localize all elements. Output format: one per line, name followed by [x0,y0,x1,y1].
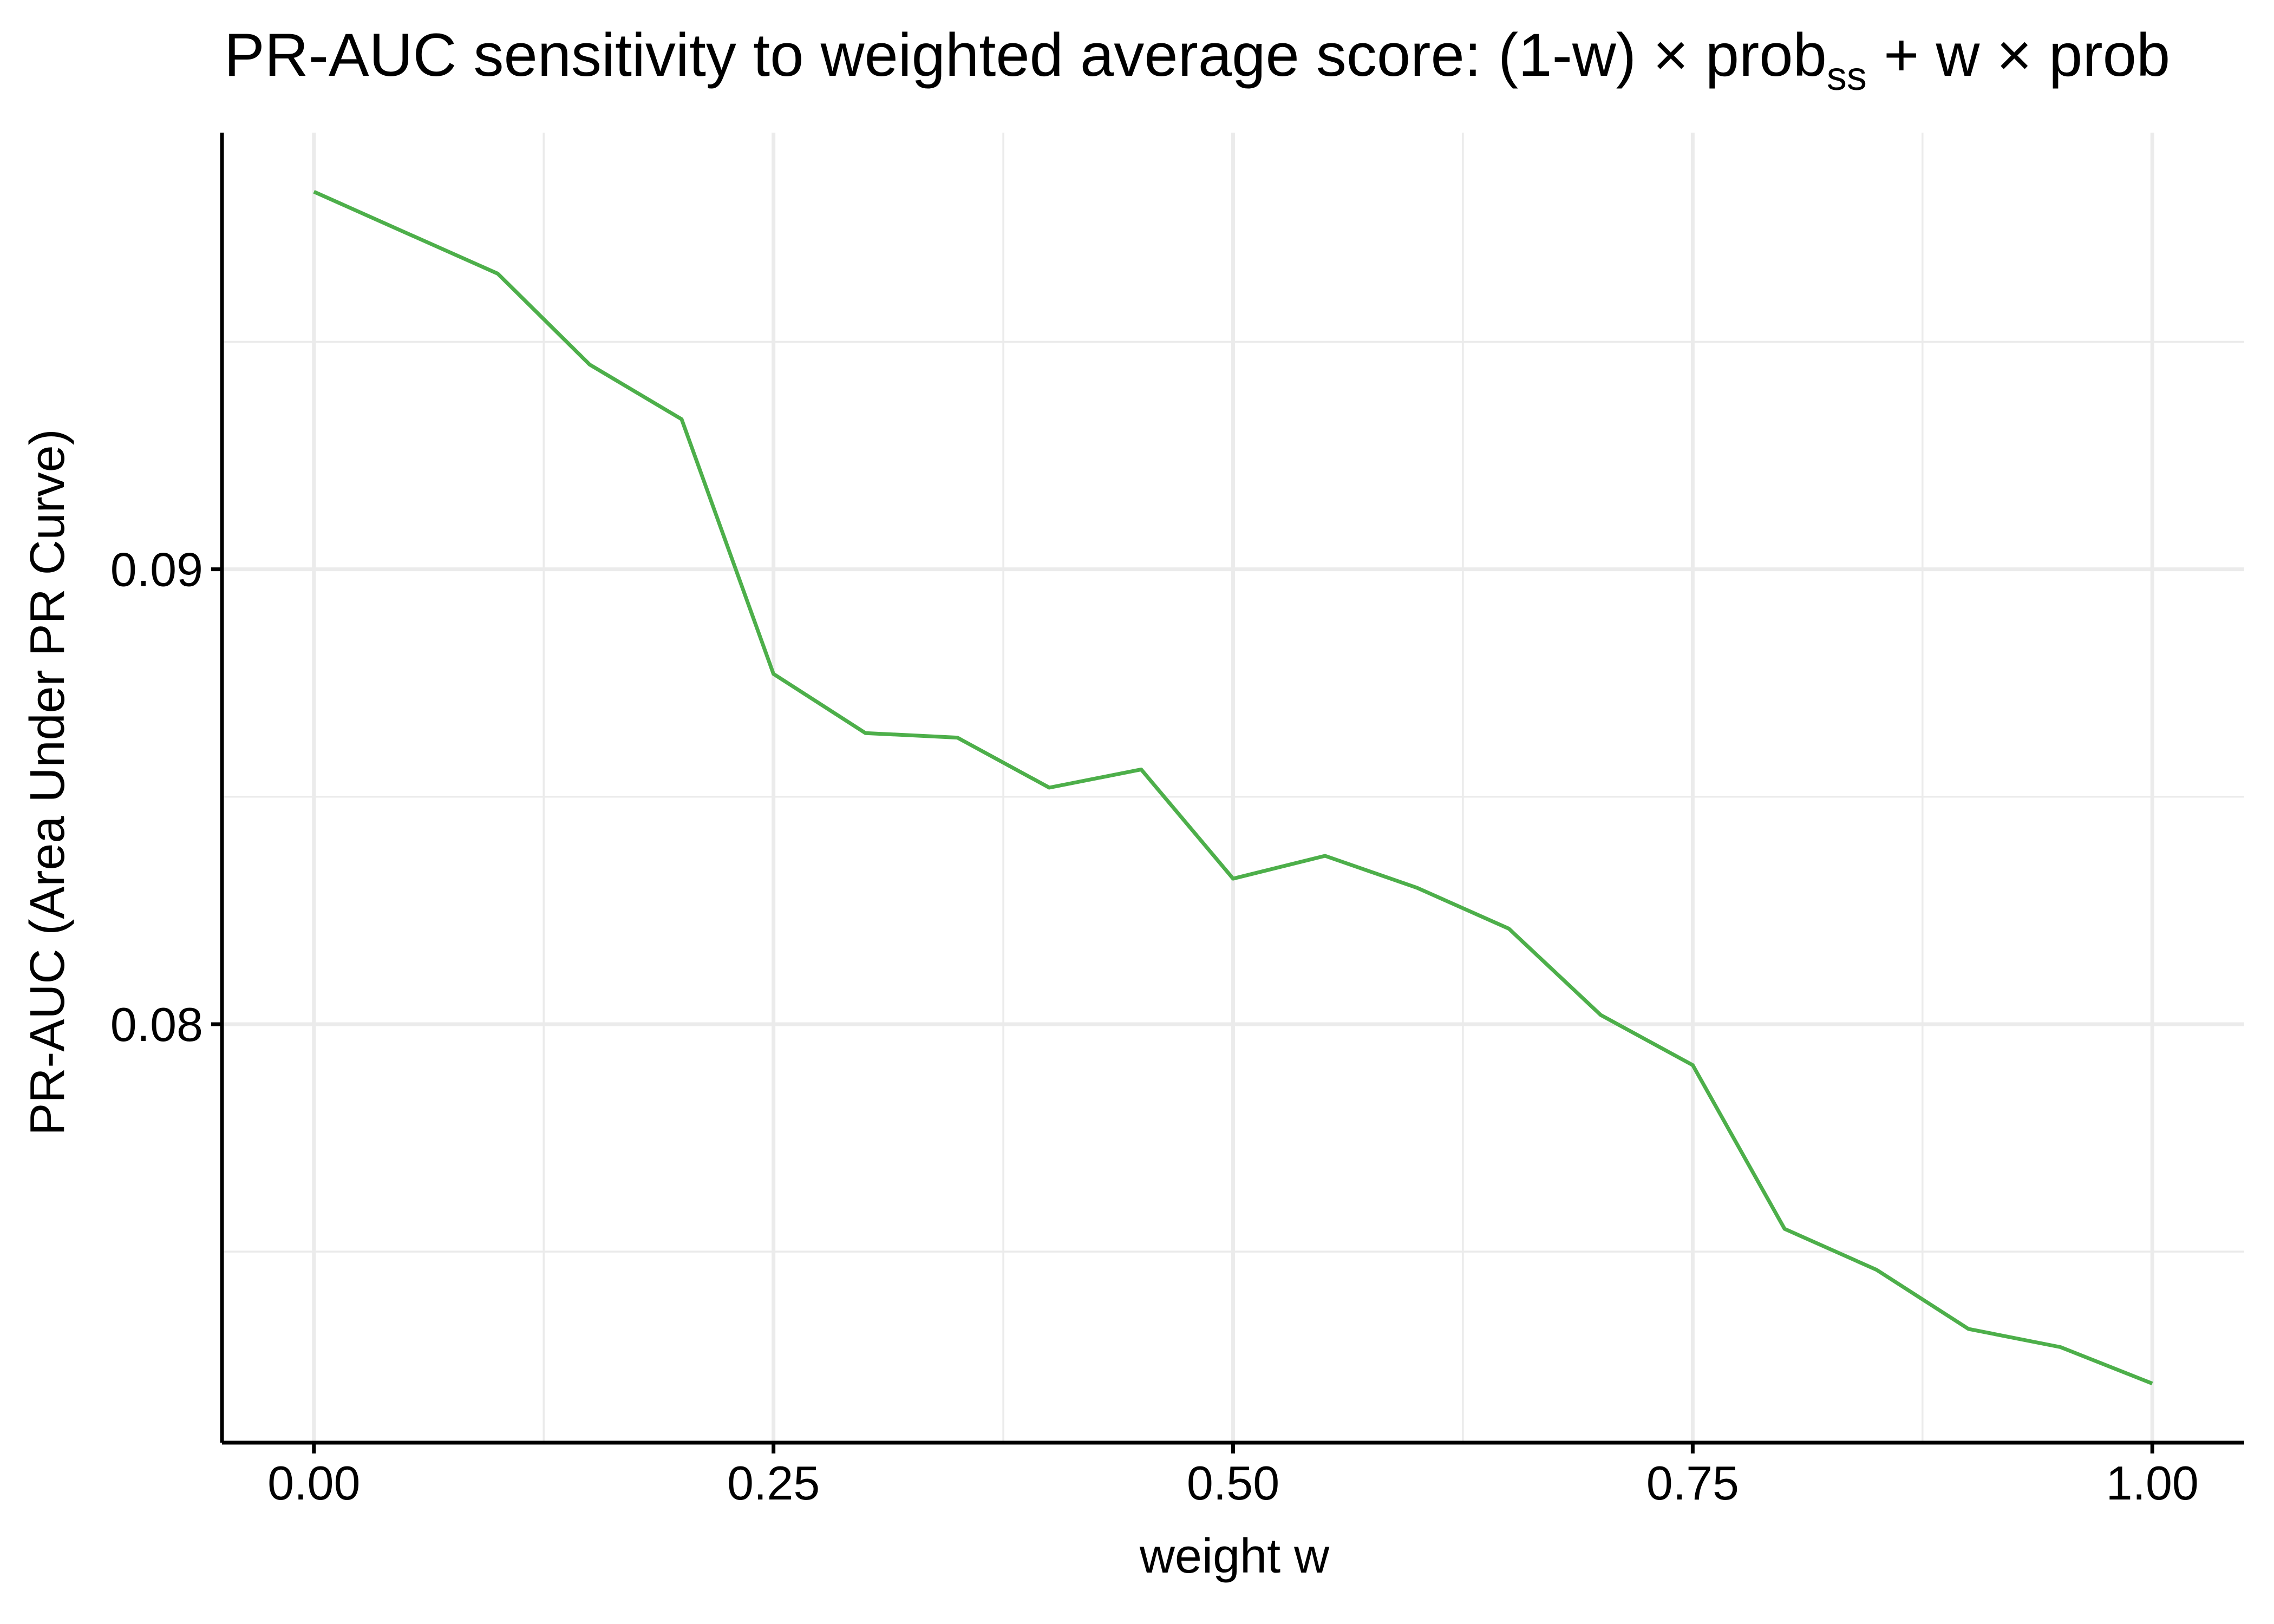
chart-title-main: PR-AUC sensitivity to weighted average s… [224,21,1827,89]
x-tick-label: 1.00 [2106,1456,2199,1510]
series-line [313,190,2153,1386]
x-tick-label: 0.50 [1187,1456,1279,1510]
chart-title-join: + w × prob [1867,21,2170,89]
x-tick-label: 0.25 [727,1456,820,1510]
y-tick-label: 0.08 [110,998,203,1051]
x-tick-label: 0.00 [267,1456,360,1510]
y-axis-title: PR-AUC (Area Under PR Curve) [21,429,75,1135]
chart-title: PR-AUC sensitivity to weighted average s… [224,21,2170,99]
major-gridlines [222,133,2244,1443]
y-tick-label: 0.09 [110,543,203,597]
chart-title-subscript-1: ss [1827,54,1867,99]
x-axis-title: weight w [1139,1529,1330,1583]
x-tick-label: 0.75 [1646,1456,1739,1510]
series-layer [313,190,2153,1386]
ticks: 0.00 0.25 0.50 0.75 1.00 0.08 0.09 [110,543,2199,1510]
